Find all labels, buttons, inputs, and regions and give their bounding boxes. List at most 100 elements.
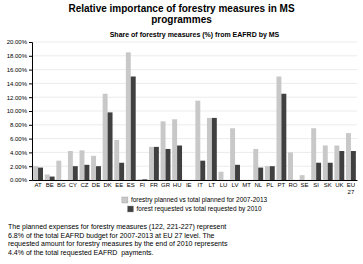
bar [137, 179, 142, 180]
text-line: 27 [348, 189, 355, 195]
tick-label: PT [278, 182, 286, 188]
tick: 14.00% [7, 81, 32, 87]
tick-label: 20.00% [7, 39, 28, 45]
tick: FI [140, 182, 146, 188]
grid-line [32, 42, 357, 43]
text-line: CZ [80, 182, 88, 188]
tick: LV [232, 182, 239, 188]
tick-label: DK [103, 182, 111, 188]
tick-label: 10.00% [7, 108, 28, 114]
text-line: 6.8% of the total EAFRD budget for 2007-… [8, 232, 215, 240]
tick-label: RO [288, 182, 297, 188]
text-line: CY [69, 182, 77, 188]
bar [84, 165, 89, 180]
tick: FR [150, 182, 159, 188]
tick: 10.00% [7, 108, 32, 114]
tick-label: 16.00% [7, 67, 28, 73]
bar [351, 151, 356, 180]
text-line: The planned expenses for forestry measur… [8, 223, 226, 231]
tick: CZ [80, 182, 88, 188]
title: Relative importance of forestry measures… [68, 3, 295, 25]
tick-label: 2.00% [10, 164, 28, 170]
tick: MT [242, 182, 251, 188]
bar [207, 118, 212, 180]
text-line: DK [103, 182, 111, 188]
text-line: MT [242, 182, 251, 188]
tick-mark [29, 42, 32, 43]
tick: IE [186, 182, 192, 188]
axis-line [29, 43, 33, 181]
tick: 18.00% [7, 53, 32, 59]
grid-line [32, 138, 357, 139]
tick: SI [313, 182, 319, 188]
tick-mark [29, 152, 32, 153]
tick-mark [29, 83, 32, 84]
tick: BE [46, 182, 54, 188]
tick: PL [266, 182, 274, 188]
bar [119, 163, 124, 180]
tick-label: ES [127, 182, 135, 188]
text-line: Relative importance of forestry measures… [68, 3, 295, 14]
tick: SE [301, 182, 309, 188]
text-line: GR [161, 182, 171, 188]
bar [73, 166, 78, 180]
legend-item: forest requested vs total requested by 2… [127, 205, 261, 213]
text-line: DE [92, 182, 100, 188]
tick: CY [69, 182, 77, 188]
bar [142, 179, 147, 180]
bar [288, 152, 293, 180]
text-line: IT [198, 182, 204, 188]
bar [195, 101, 200, 180]
tick-label: GR [161, 182, 171, 188]
bar [311, 128, 316, 180]
bar [328, 163, 333, 180]
bar [96, 166, 101, 180]
text-line: SK [324, 182, 332, 188]
grid-line [32, 111, 357, 112]
tick: SK [324, 182, 332, 188]
tick-label: BE [46, 182, 54, 188]
tick-mark [29, 56, 32, 57]
legend-label: forest requested vs total requested by 2… [136, 205, 261, 213]
tick-label: FR [150, 182, 159, 188]
tick-label: LU [220, 182, 228, 188]
tick-label: NL [254, 182, 262, 188]
text-line: SE [301, 182, 309, 188]
x-axis: ATBEBGCYCZDEDKEEESFIFRGRHUIEITLTLULVMTNL… [33, 181, 358, 195]
tick-label: LV [232, 182, 239, 188]
tick-label: 6.00% [10, 136, 28, 142]
annotation: The planned expenses for forestry measur… [8, 223, 228, 257]
text-line: 4.4% of the total requested EAFRD paymen… [8, 249, 154, 257]
grid-line [32, 97, 357, 98]
tick-mark [29, 125, 32, 126]
tick: RO [288, 182, 297, 188]
bar [223, 180, 228, 181]
axis-line [33, 180, 358, 181]
bar [56, 161, 61, 180]
text-line: NL [254, 182, 262, 188]
bar-series [38, 77, 356, 181]
tick-mark [29, 139, 32, 140]
tick: 6.00% [10, 136, 32, 142]
bar [247, 180, 252, 181]
tick: DE [92, 182, 100, 188]
bar [131, 77, 136, 181]
bar [219, 172, 224, 180]
tick-label: PL [266, 182, 274, 188]
bar [161, 121, 166, 180]
legend-label: forestry planned vs total planned for 20… [131, 196, 268, 204]
bar [108, 112, 113, 180]
grid-line [32, 55, 357, 56]
bar [339, 151, 344, 180]
tick-mark [29, 180, 32, 181]
text-line: EU [347, 182, 355, 188]
tick: 16.00% [7, 67, 32, 73]
tick: GR [161, 182, 171, 188]
tick-mark [29, 97, 32, 98]
tick: LU [220, 182, 228, 188]
text-line: BG [57, 182, 66, 188]
bar [184, 180, 189, 181]
bar [265, 166, 270, 180]
bar [189, 180, 194, 181]
text-line: PL [266, 182, 274, 188]
